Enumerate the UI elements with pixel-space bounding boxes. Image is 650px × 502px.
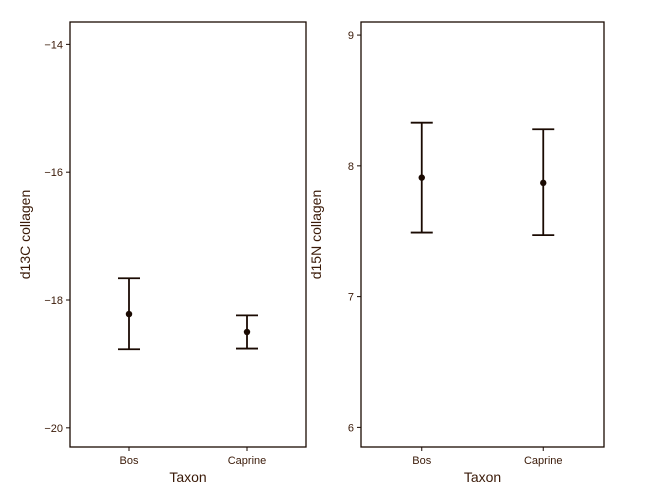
y-tick-label: −16 [44,167,63,179]
x-tick-label: Caprine [524,455,563,467]
mean-point-caprine [243,328,251,336]
x-axis-title: Taxon [464,469,501,485]
y-tick-label: −14 [44,39,63,51]
panel-right: 6 7 8 9 Bos Caprine Taxon d15N collagen [308,21,605,485]
mean-point-bos [125,310,133,318]
plot-frame [69,21,307,448]
y-tick-label: 6 [348,422,354,434]
x-tick-label: Caprine [228,455,267,467]
y-axis-title: d15N collagen [308,190,324,280]
y-axis-title: d13C collagen [17,190,33,280]
x-tick-label: Bos [120,455,139,467]
x-axis-title: Taxon [169,469,206,485]
y-tick-label: 8 [348,161,354,173]
mean-point-bos [418,174,425,181]
panel-left: −14 −16 −18 −20 Bos Caprine Taxon d13C collagen [17,21,307,485]
y-tick-label: −18 [44,295,63,307]
y-tick-label: 7 [348,292,354,304]
mean-point-caprine [540,179,547,187]
y-tick-label: −20 [44,423,63,435]
y-tick-label: 9 [348,30,354,42]
plot-frame [360,21,605,448]
x-tick-label: Bos [412,455,431,467]
